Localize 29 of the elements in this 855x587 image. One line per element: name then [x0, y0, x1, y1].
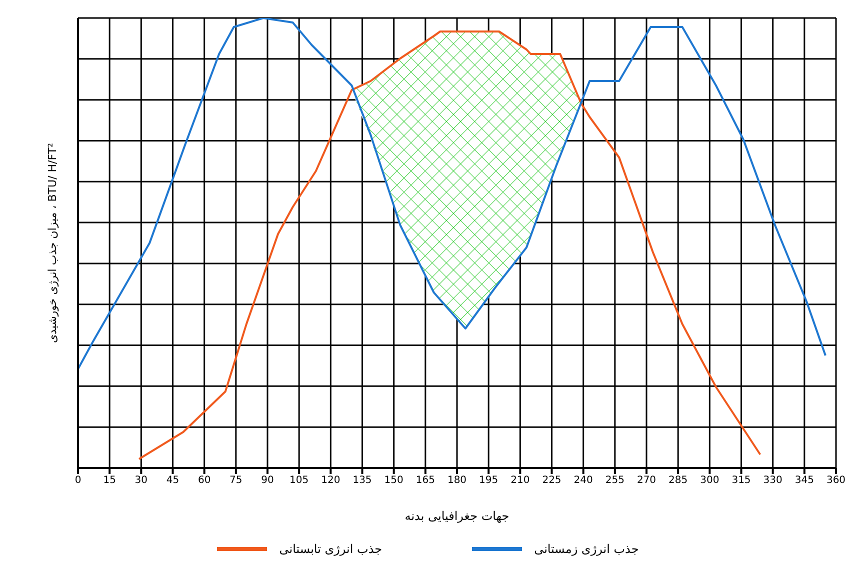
legend-label: جذب انرژی تابستانی — [279, 542, 382, 556]
x-tick-label: 0 — [74, 475, 82, 486]
x-tick-label: 360 — [826, 475, 846, 486]
x-tick-label: 345 — [794, 475, 814, 486]
x-tick-label: 180 — [447, 475, 467, 486]
x-tick-label: 150 — [384, 475, 404, 486]
x-tick-label: 210 — [510, 475, 530, 486]
x-tick-label: 270 — [636, 475, 656, 486]
x-tick-label: 60 — [198, 475, 211, 486]
x-tick-label: 45 — [166, 475, 180, 486]
x-tick-label: 285 — [668, 475, 688, 486]
x-tick-label: 15 — [103, 475, 116, 486]
x-tick-label: 90 — [261, 475, 274, 486]
x-tick-label: 240 — [574, 475, 593, 486]
x-tick-label: 315 — [732, 475, 751, 486]
x-tick-label: 135 — [352, 475, 372, 486]
x-tick-label: 105 — [290, 475, 309, 486]
x-tick-label: 30 — [134, 475, 148, 486]
x-tick-label: 165 — [416, 475, 435, 486]
x-axis-title: جهات جغرافیایی بدنه — [404, 509, 510, 523]
x-tick-label: 300 — [700, 475, 720, 486]
x-tick-label: 75 — [230, 475, 242, 486]
y-axis-title: میزان جذب انرژی خورشیدی ، BTU/ H/FT² — [46, 143, 59, 343]
x-tick-label: 255 — [605, 475, 624, 486]
x-tick-label: 120 — [321, 475, 340, 486]
legend-label: جذب انرژی زمستانی — [534, 542, 639, 556]
x-tick-label: 225 — [542, 475, 562, 486]
x-tick-label: 330 — [763, 475, 782, 486]
x-tick-label: 195 — [479, 475, 498, 486]
